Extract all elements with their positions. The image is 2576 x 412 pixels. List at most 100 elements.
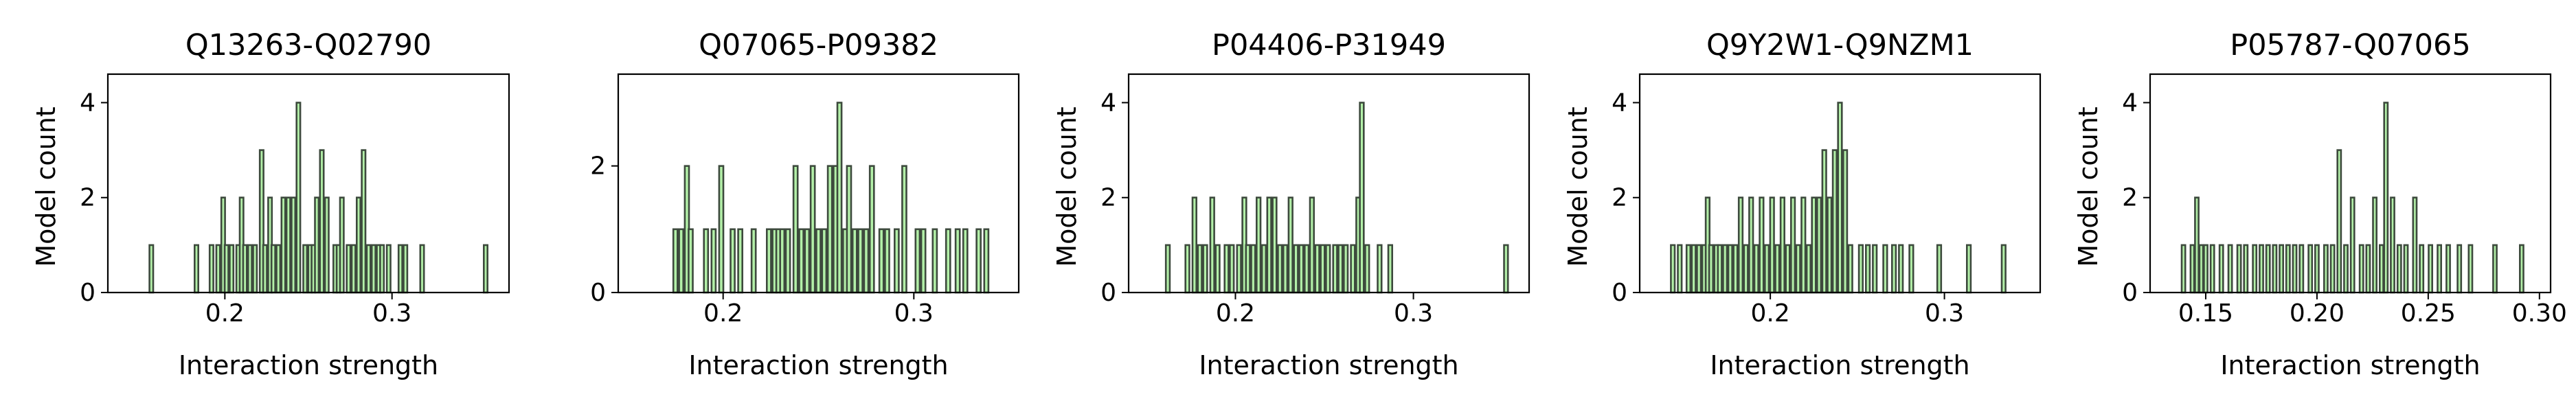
- histogram-bar: [2412, 196, 2418, 294]
- axes-frame: [106, 73, 510, 294]
- x-axis-label: Interaction strength: [179, 350, 438, 380]
- histogram-bar: [779, 228, 786, 294]
- histogram-bar: [688, 228, 694, 294]
- histogram-bar: [319, 149, 325, 294]
- y-tick-label: 0: [590, 279, 606, 307]
- histogram-bar: [2519, 244, 2524, 294]
- histogram-bar: [2189, 244, 2195, 294]
- histogram-bar: [2445, 244, 2451, 294]
- histogram-bar: [1908, 244, 1914, 294]
- histogram-bar: [703, 228, 710, 294]
- histogram-bar: [229, 244, 235, 294]
- histogram-bar: [868, 165, 875, 294]
- x-axis-label: Interaction strength: [688, 350, 948, 380]
- histogram-bar: [1800, 196, 1807, 294]
- histogram-bar: [2428, 244, 2433, 294]
- histogram-bar: [945, 228, 951, 294]
- histogram-bar: [2272, 244, 2278, 294]
- histogram-bar: [1805, 244, 1812, 294]
- histogram-bar: [291, 196, 297, 294]
- histogram-bar: [804, 228, 811, 294]
- histogram-bar: [1245, 244, 1251, 294]
- x-axis-label: Interaction strength: [2220, 350, 2480, 380]
- chart-title: P05787-Q07065: [2230, 28, 2470, 62]
- histogram-bar: [1209, 196, 1215, 294]
- histogram-bar: [784, 228, 791, 294]
- histogram-bar: [379, 244, 385, 294]
- histogram-bar: [2358, 244, 2364, 294]
- histogram-bar: [193, 244, 199, 294]
- histogram-bar: [208, 244, 214, 294]
- y-axis-label: Model count: [1052, 106, 1082, 266]
- histogram-bar: [1293, 244, 1299, 294]
- histogram-bar: [1722, 244, 1728, 294]
- histogram-bar: [792, 165, 799, 294]
- histogram-bar: [1261, 244, 1267, 294]
- histogram-bar: [863, 228, 870, 294]
- y-tick-label: 4: [80, 89, 95, 117]
- histogram-bar: [851, 228, 858, 294]
- y-axis-label: Model count: [31, 106, 61, 266]
- histogram-bar: [1842, 149, 1849, 294]
- histogram-bar: [2194, 196, 2200, 294]
- histogram-bar: [385, 244, 392, 294]
- x-tick-label: 0.2: [1216, 299, 1255, 328]
- histogram-bar: [1865, 244, 1871, 294]
- histogram-bar: [1708, 244, 1715, 294]
- histogram-bar: [798, 228, 804, 294]
- chart-panel-2: 0.2 0.3 0 2 Q07065-P09382 Interaction strengt…: [590, 28, 1020, 380]
- x-axis-label: Interaction strength: [1199, 350, 1458, 380]
- histogram-bar: [1223, 244, 1230, 294]
- x-tick-label: 0.30: [2512, 299, 2567, 328]
- histogram-bar: [1314, 244, 1320, 294]
- histogram-bar: [339, 196, 345, 294]
- histogram-bar: [1898, 244, 1904, 294]
- histogram-bar: [750, 228, 757, 294]
- histogram-bar: [2227, 244, 2233, 294]
- x-tick-label: 0.25: [2401, 299, 2456, 328]
- histogram-bar: [2209, 244, 2215, 294]
- histogram-bar: [678, 228, 684, 294]
- x-tick-label: 0.2: [205, 299, 245, 328]
- histogram-bar: [2456, 244, 2463, 294]
- histogram-bar: [2396, 244, 2402, 294]
- histogram-bar: [1831, 149, 1838, 294]
- histogram-bar: [2259, 244, 2264, 294]
- histogram-bar: [1882, 244, 1888, 294]
- histogram-bar: [1847, 244, 1853, 294]
- histogram-bar: [223, 244, 229, 294]
- histogram-bar: [1837, 102, 1843, 294]
- histogram-bar: [1332, 244, 1338, 294]
- histogram-bar: [730, 228, 736, 294]
- histogram-bar: [2000, 244, 2007, 294]
- y-tick-label: 0: [1100, 279, 1116, 307]
- histogram-bar: [884, 228, 890, 294]
- histogram-bar: [1320, 244, 1326, 294]
- histogram-bar: [2467, 244, 2474, 294]
- chart-title: Q13263-Q02790: [185, 28, 431, 62]
- histogram-bar: [302, 244, 308, 294]
- histogram-bar: [1364, 244, 1370, 294]
- histogram-bar: [1197, 244, 1203, 294]
- histogram-bar: [1359, 102, 1365, 294]
- histogram-bar: [365, 244, 372, 294]
- histogram-bar: [2383, 102, 2389, 294]
- histogram-bar: [2236, 244, 2242, 294]
- y-tick-label: 2: [2122, 184, 2138, 212]
- histogram-bar: [1696, 244, 1702, 294]
- y-tick-label: 4: [1100, 89, 1116, 117]
- histogram-bar: [1966, 244, 1972, 294]
- histogram-bar: [324, 196, 330, 294]
- x-tick-label: 0.3: [894, 299, 934, 328]
- histogram-bar: [815, 228, 822, 294]
- chart-panel-5: 0.15 0.20 0.25 0.30 0 2 4 P05787-Q07065 Interact…: [2073, 28, 2567, 380]
- histogram-bar: [275, 244, 282, 294]
- chart-panel-3: 0.2 0.3 0 2 4 P04406-P31949 Interaction streng…: [1052, 28, 1530, 380]
- histogram-bar: [2265, 244, 2271, 294]
- histogram-bar: [1827, 196, 1833, 294]
- histogram-bar: [931, 228, 938, 294]
- histogram-bar: [1350, 244, 1356, 294]
- histogram-bar: [1857, 244, 1864, 294]
- histogram-bar: [1774, 244, 1781, 294]
- histogram-bar: [295, 102, 302, 294]
